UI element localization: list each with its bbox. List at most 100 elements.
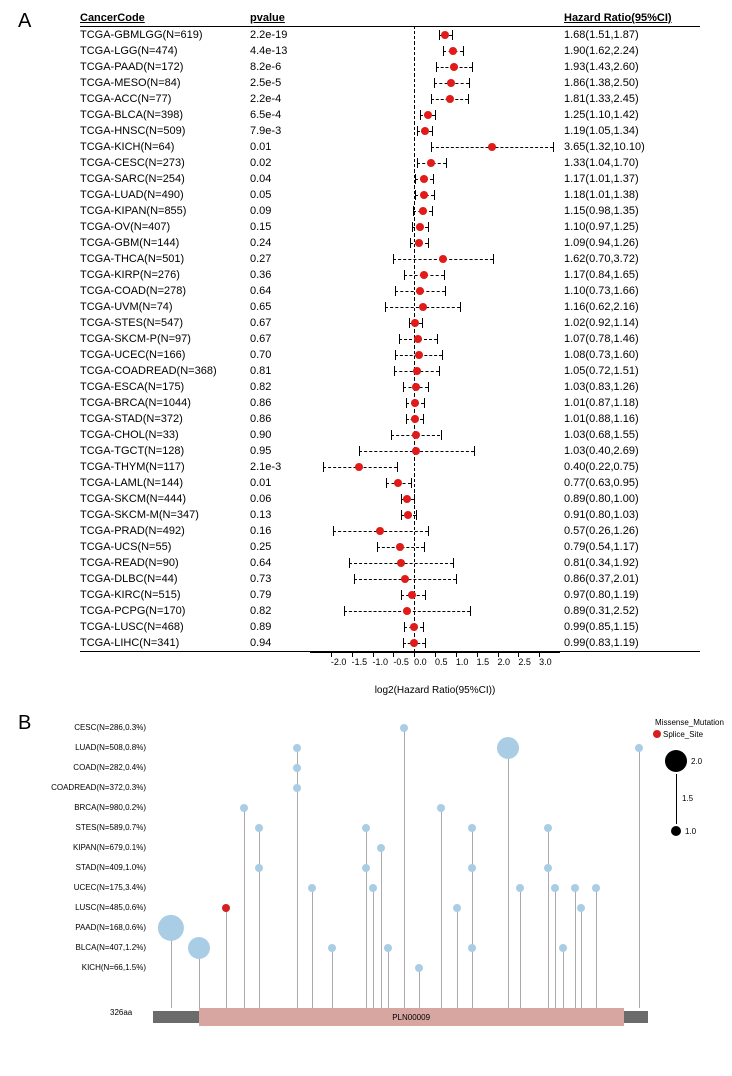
hr-text: 0.77(0.63,0.95) <box>560 477 694 489</box>
forest-row: TCGA-DLBC(N=44)0.730.86(0.37,2.01) <box>80 571 700 587</box>
hr-point <box>401 575 409 583</box>
cancer-code: TCGA-SARC(N=254) <box>80 173 250 185</box>
pvalue: 0.70 <box>250 349 310 361</box>
hr-text: 1.86(1.38,2.50) <box>560 77 694 89</box>
pvalue: 0.79 <box>250 589 310 601</box>
pvalue: 0.13 <box>250 509 310 521</box>
forest-row: TCGA-LGG(N=474)4.4e-131.90(1.62,2.24) <box>80 43 700 59</box>
pvalue: 0.15 <box>250 221 310 233</box>
mutation-dot <box>377 844 385 852</box>
mutation-dot <box>571 884 579 892</box>
cancer-code: TCGA-BLCA(N=398) <box>80 109 250 121</box>
lollipop-row-label: UCEC(N=175,3.4%) <box>45 878 150 898</box>
forest-row: TCGA-OV(N=407)0.15 1.10(0.97,1.25) <box>80 219 700 235</box>
pvalue: 0.05 <box>250 189 310 201</box>
pvalue: 0.86 <box>250 413 310 425</box>
mutation-dot <box>188 937 210 959</box>
lollipop-row-label: LUSC(N=485,0.6%) <box>45 898 150 918</box>
pvalue: 8.2e-6 <box>250 61 310 73</box>
pvalue: 0.06 <box>250 493 310 505</box>
hr-point <box>416 287 424 295</box>
hr-text: 0.40(0.22,0.75) <box>560 461 694 473</box>
cancer-code: TCGA-UVM(N=74) <box>80 301 250 313</box>
hr-point <box>396 543 404 551</box>
forest-x-axis: -2.0-1.5-1.0-0.50.00.51.01.52.02.53.0 <box>310 652 560 683</box>
hr-text: 1.68(1.51,1.87) <box>560 29 694 41</box>
hr-text: 1.03(0.40,2.69) <box>560 445 694 457</box>
panel-a-label: A <box>18 10 31 33</box>
pvalue: 0.89 <box>250 621 310 633</box>
hr-point <box>449 47 457 55</box>
hr-text: 1.02(0.92,1.14) <box>560 317 694 329</box>
forest-row: TCGA-KIRP(N=276)0.361.17(0.84,1.65) <box>80 267 700 283</box>
cancer-code: TCGA-PRAD(N=492) <box>80 525 250 537</box>
mutation-dot <box>577 904 585 912</box>
mutation-dot <box>635 744 643 752</box>
pvalue: 0.67 <box>250 333 310 345</box>
cancer-code: TCGA-OV(N=407) <box>80 221 250 233</box>
lollipop-row-label: BRCA(N=980,0.2%) <box>45 798 150 818</box>
cancer-code: TCGA-LUAD(N=490) <box>80 189 250 201</box>
mutation-dot <box>516 884 524 892</box>
pvalue: 0.16 <box>250 525 310 537</box>
hr-point <box>412 431 420 439</box>
cancer-code: TCGA-DLBC(N=44) <box>80 573 250 585</box>
cancer-code: TCGA-TGCT(N=128) <box>80 445 250 457</box>
hr-text: 1.17(1.01,1.37) <box>560 173 694 185</box>
cancer-code: TCGA-UCEC(N=166) <box>80 349 250 361</box>
pvalue: 0.82 <box>250 605 310 617</box>
pvalue: 0.81 <box>250 365 310 377</box>
forest-row: TCGA-STAD(N=372)0.861.01(0.88,1.16) <box>80 411 700 427</box>
hr-text: 0.81(0.34,1.92) <box>560 557 694 569</box>
hr-text: 1.05(0.72,1.51) <box>560 365 694 377</box>
hr-point <box>415 239 423 247</box>
pvalue: 0.86 <box>250 397 310 409</box>
pvalue: 0.94 <box>250 637 310 649</box>
hr-text: 1.10(0.73,1.66) <box>560 285 694 297</box>
lollipop-row-label: BLCA(N=407,1.2%) <box>45 938 150 958</box>
pvalue: 0.25 <box>250 541 310 553</box>
cancer-code: TCGA-STES(N=547) <box>80 317 250 329</box>
cancer-code: TCGA-LGG(N=474) <box>80 45 250 57</box>
hr-point <box>419 207 427 215</box>
mutation-dot <box>362 824 370 832</box>
size-legend: 2.0 1.5 1.0 <box>665 748 715 838</box>
mutation-dot <box>293 784 301 792</box>
mutation-dot <box>453 904 461 912</box>
hr-text: 1.01(0.87,1.18) <box>560 397 694 409</box>
hr-text: 1.93(1.43,2.60) <box>560 61 694 73</box>
size-legend-bot: 1.0 <box>685 827 696 836</box>
mutation-dot <box>437 804 445 812</box>
cancer-code: TCGA-MESO(N=84) <box>80 77 250 89</box>
forest-row: TCGA-KIPAN(N=855)0.091.15(0.98,1.35) <box>80 203 700 219</box>
forest-row: TCGA-STES(N=547)0.671.02(0.92,1.14) <box>80 315 700 331</box>
mutation-dot <box>308 884 316 892</box>
cancer-code: TCGA-CESC(N=273) <box>80 157 250 169</box>
forest-row: TCGA-SKCM(N=444)0.060.89(0.80,1.00) <box>80 491 700 507</box>
pvalue: 0.09 <box>250 205 310 217</box>
mutation-dot <box>415 964 423 972</box>
domain-name: PLN00009 <box>392 1013 430 1022</box>
hr-text: 0.86(0.37,2.01) <box>560 573 694 585</box>
forest-row: TCGA-UCEC(N=166)0.70 1.08(0.73,1.60) <box>80 347 700 363</box>
mutation-dot <box>293 764 301 772</box>
forest-plot: CancerCode pvalue Hazard Ratio(95%CI) TC… <box>80 10 700 696</box>
size-legend-mid: 1.5 <box>682 794 693 803</box>
cancer-code: TCGA-READ(N=90) <box>80 557 250 569</box>
pvalue: 0.82 <box>250 381 310 393</box>
pvalue: 0.01 <box>250 141 310 153</box>
cancer-code: TCGA-KIRC(N=515) <box>80 589 250 601</box>
forest-row: TCGA-UCS(N=55)0.250.79(0.54,1.17) <box>80 539 700 555</box>
cancer-code: TCGA-KICH(N=64) <box>80 141 250 153</box>
hr-text: 1.08(0.73,1.60) <box>560 349 694 361</box>
legend-splice: Splice_Site <box>663 730 703 739</box>
forest-row: TCGA-THYM(N=117)2.1e-30.40(0.22,0.75) <box>80 459 700 475</box>
cancer-code: TCGA-LAML(N=144) <box>80 477 250 489</box>
hr-point <box>420 175 428 183</box>
cancer-code: TCGA-THYM(N=117) <box>80 461 250 473</box>
cancer-code: TCGA-LIHC(N=341) <box>80 637 250 649</box>
figure: A CancerCode pvalue Hazard Ratio(95%CI) … <box>10 10 722 1048</box>
hr-text: 1.10(0.97,1.25) <box>560 221 694 233</box>
mutation-dot <box>384 944 392 952</box>
panel-b: B CESC(N=286,0.3%)LUAD(N=508,0.8%)COAD(N… <box>10 708 722 1048</box>
